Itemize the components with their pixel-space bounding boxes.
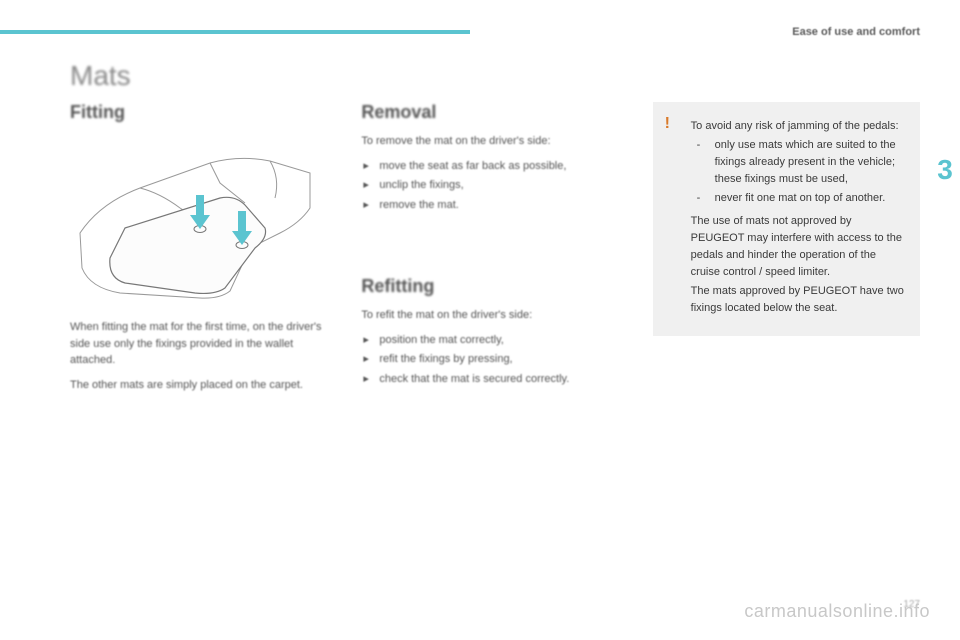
watermark: carmanualsonline.info (744, 601, 930, 622)
fitting-para-2: The other mats are simply placed on the … (70, 377, 337, 394)
refitting-item: check that the mat is secured correctly. (361, 371, 628, 389)
warning-para-3: The mats approved by PEUGEOT have two fi… (691, 283, 904, 317)
section-header: Ease of use and comfort (792, 26, 920, 38)
removal-item: move the seat as far back as possible, (361, 158, 628, 176)
removal-list: move the seat as far back as possible, u… (361, 158, 628, 215)
chapter-tab: 3 (930, 140, 960, 200)
column-warning: ! To avoid any risk of jamming of the pe… (653, 102, 920, 401)
refitting-intro: To refit the mat on the driver's side: (361, 307, 628, 324)
fitting-para-1: When fitting the mat for the first time,… (70, 319, 337, 369)
column-fitting: Fitting (70, 102, 337, 401)
warning-intro: To avoid any risk of jamming of the peda… (691, 118, 904, 135)
heading-fitting: Fitting (70, 102, 337, 123)
warning-item: never fit one mat on top of another. (691, 190, 904, 207)
warning-para-2: The use of mats not approved by PEUGEOT … (691, 213, 904, 281)
refitting-item: refit the fixings by pressing, (361, 351, 628, 369)
chapter-number: 3 (937, 154, 953, 186)
warning-icon: ! (665, 116, 681, 132)
heading-removal: Removal (361, 102, 628, 123)
warning-list: only use mats which are suited to the fi… (691, 137, 904, 207)
removal-item: remove the mat. (361, 197, 628, 215)
warning-box: ! To avoid any risk of jamming of the pe… (653, 102, 920, 336)
mat-illustration (70, 133, 320, 303)
heading-refitting: Refitting (361, 276, 628, 297)
removal-intro: To remove the mat on the driver's side: (361, 133, 628, 150)
column-removal-refitting: Removal To remove the mat on the driver'… (361, 102, 628, 401)
top-accent-bar (0, 30, 470, 34)
refitting-item: position the mat correctly, (361, 332, 628, 350)
refitting-list: position the mat correctly, refit the fi… (361, 332, 628, 389)
warning-item: only use mats which are suited to the fi… (691, 137, 904, 188)
page-title: Mats (70, 60, 920, 92)
removal-item: unclip the fixings, (361, 177, 628, 195)
